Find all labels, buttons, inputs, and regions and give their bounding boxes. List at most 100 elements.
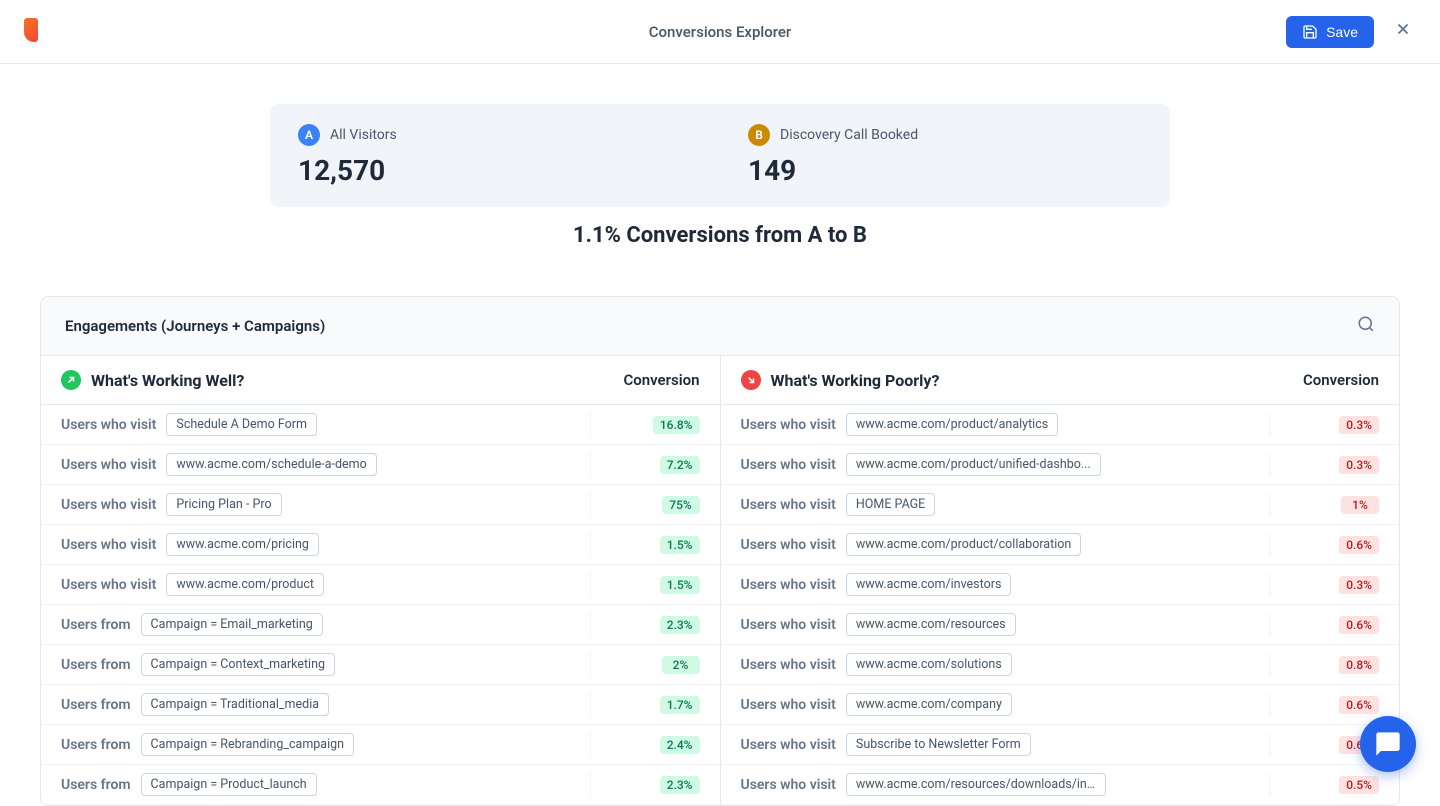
row-prefix: Users who visit: [741, 537, 836, 553]
row-prefix: Users who visit: [61, 417, 156, 433]
column-good-metric: Conversion: [590, 371, 700, 389]
row-tag: www.acme.com/solutions: [846, 653, 1012, 676]
stat-a-value: 12,570: [298, 154, 692, 187]
chat-button[interactable]: [1360, 716, 1416, 772]
row-tag: Campaign = Traditional_media: [141, 693, 330, 716]
conversion-badge: 2.3%: [660, 776, 700, 794]
close-icon: [1394, 20, 1412, 38]
row-prefix: Users from: [61, 617, 131, 633]
conversion-cell: 1.7%: [590, 693, 700, 716]
conversion-cell: 0.3%: [1269, 413, 1379, 436]
table-title: Engagements (Journeys + Campaigns): [65, 317, 325, 335]
conversion-badge: 1.5%: [660, 536, 700, 554]
row-tag: www.acme.com/schedule-a-demo: [166, 453, 376, 476]
table-row[interactable]: Users who visitwww.acme.com/resources/do…: [721, 765, 1400, 805]
column-bad: What's Working Poorly? Conversion Users …: [721, 356, 1400, 805]
table-row[interactable]: Users who visitwww.acme.com/product/unif…: [721, 445, 1400, 485]
save-button[interactable]: Save: [1286, 16, 1374, 48]
conversion-cell: 0.6%: [1269, 533, 1379, 556]
conversion-badge: 7.2%: [660, 456, 700, 474]
table-row[interactable]: Users who visit www.acme.com/resources 0.6…: [721, 605, 1400, 645]
conversion-cell: 75%: [590, 493, 700, 516]
conversion-badge: 2.4%: [660, 736, 700, 754]
table-row[interactable]: Users from Campaign = Rebranding_campaign…: [41, 725, 720, 765]
conversion-cell: 2.3%: [590, 773, 700, 796]
table-row[interactable]: Users who visit www.acme.com/product/anal…: [721, 405, 1400, 445]
row-tag: Pricing Plan - Pro: [166, 493, 281, 516]
close-button[interactable]: [1390, 16, 1416, 48]
conversion-badge: 2%: [662, 656, 700, 674]
conversion-cell: 0.8%: [1269, 653, 1379, 676]
table-row[interactable]: Users who visit www.acme.com/schedule-a-d…: [41, 445, 720, 485]
table-row[interactable]: Users who visit www.acme.com/company 0.6%: [721, 685, 1400, 725]
table-row[interactable]: Users fromCampaign = Product_launch2.3%: [41, 765, 720, 805]
header: Conversions Explorer Save: [0, 0, 1440, 64]
column-bad-metric: Conversion: [1269, 371, 1379, 389]
table-row[interactable]: Users who visitwww.acme.com/investors0.3…: [721, 565, 1400, 605]
table-row[interactable]: Users who visit www.acme.com/pricing 1.5%: [41, 525, 720, 565]
table-row[interactable]: Users from Campaign = Context_marketing 2%: [41, 645, 720, 685]
table-row[interactable]: Users from Campaign = Traditional_media 1.…: [41, 685, 720, 725]
table-row[interactable]: Users fromCampaign = Email_marketing2.3%: [41, 605, 720, 645]
row-prefix: Users who visit: [741, 697, 836, 713]
stat-a[interactable]: A All Visitors 12,570: [270, 104, 720, 207]
stat-b-value: 149: [748, 154, 1142, 187]
stat-b[interactable]: B Discovery Call Booked 149: [720, 104, 1170, 207]
row-tag: www.acme.com/product: [166, 573, 324, 596]
chat-icon: [1374, 730, 1402, 758]
table-row[interactable]: Users who visitwww.acme.com/solutions0.8…: [721, 645, 1400, 685]
conversion-cell: 0.6%: [1269, 613, 1379, 636]
conversion-badge: 0.8%: [1339, 656, 1379, 674]
conversion-badge: 75%: [662, 496, 700, 514]
column-good: What's Working Well? Conversion Users wh…: [41, 356, 721, 805]
row-tag: www.acme.com/pricing: [166, 533, 319, 556]
conversion-badge: 1.5%: [660, 576, 700, 594]
row-prefix: Users who visit: [61, 497, 156, 513]
row-prefix: Users from: [61, 737, 131, 753]
conversion-badge: 0.3%: [1339, 576, 1379, 594]
row-tag: Campaign = Rebranding_campaign: [141, 733, 355, 756]
page-title: Conversions Explorer: [649, 23, 791, 41]
conversion-badge: 16.8%: [653, 416, 700, 434]
table-row[interactable]: Users who visit Pricing Plan - Pro 75%: [41, 485, 720, 525]
conversion-cell: 2.3%: [590, 613, 700, 636]
row-tag: www.acme.com/company: [846, 693, 1012, 716]
row-tag: www.acme.com/product/collaboration: [846, 533, 1081, 556]
table-row[interactable]: Users who visitSubscribe to Newsletter F…: [721, 725, 1400, 765]
search-icon: [1357, 315, 1375, 333]
table-row[interactable]: Users who visit www.acme.com/product/coll…: [721, 525, 1400, 565]
stat-b-label: Discovery Call Booked: [780, 127, 918, 143]
conversion-cell: 1.5%: [590, 533, 700, 556]
table-row[interactable]: Users who visit www.acme.com/product 1.5%: [41, 565, 720, 605]
row-tag: www.acme.com/resources: [846, 613, 1016, 636]
stat-a-label: All Visitors: [330, 127, 397, 143]
table-row[interactable]: Users who visitSchedule A Demo Form16.8%: [41, 405, 720, 445]
row-tag: Campaign = Context_marketing: [141, 653, 335, 676]
conversion-badge: 0.5%: [1339, 776, 1379, 794]
row-tag: www.acme.com/product/analytics: [846, 413, 1058, 436]
conversion-cell: 7.2%: [590, 453, 700, 476]
conversion-cell: 1.5%: [590, 573, 700, 596]
badge-b: B: [748, 124, 770, 146]
row-prefix: Users who visit: [61, 577, 156, 593]
row-prefix: Users who visit: [61, 457, 156, 473]
column-bad-title: What's Working Poorly?: [771, 371, 1270, 390]
conversion-cell: 2%: [590, 653, 700, 676]
conversion-cell: 0.5%: [1269, 773, 1379, 796]
search-button[interactable]: [1357, 315, 1375, 337]
row-prefix: Users who visit: [61, 537, 156, 553]
row-tag: www.acme.com/investors: [846, 573, 1012, 596]
row-prefix: Users who visit: [741, 417, 836, 433]
column-good-title: What's Working Well?: [91, 371, 590, 390]
row-tag: www.acme.com/resources/downloads/in...: [846, 773, 1106, 796]
conversion-summary: 1.1% Conversions from A to B: [40, 223, 1400, 248]
row-prefix: Users who visit: [741, 617, 836, 633]
conversion-cell: 0.6%: [1269, 693, 1379, 716]
row-prefix: Users from: [61, 657, 131, 673]
row-prefix: Users from: [61, 697, 131, 713]
table-row[interactable]: Users who visitHOME PAGE1%: [721, 485, 1400, 525]
trend-down-icon: [741, 370, 761, 390]
conversion-badge: 1%: [1341, 496, 1379, 514]
row-prefix: Users from: [61, 777, 131, 793]
conversion-cell: 0.3%: [1269, 453, 1379, 476]
